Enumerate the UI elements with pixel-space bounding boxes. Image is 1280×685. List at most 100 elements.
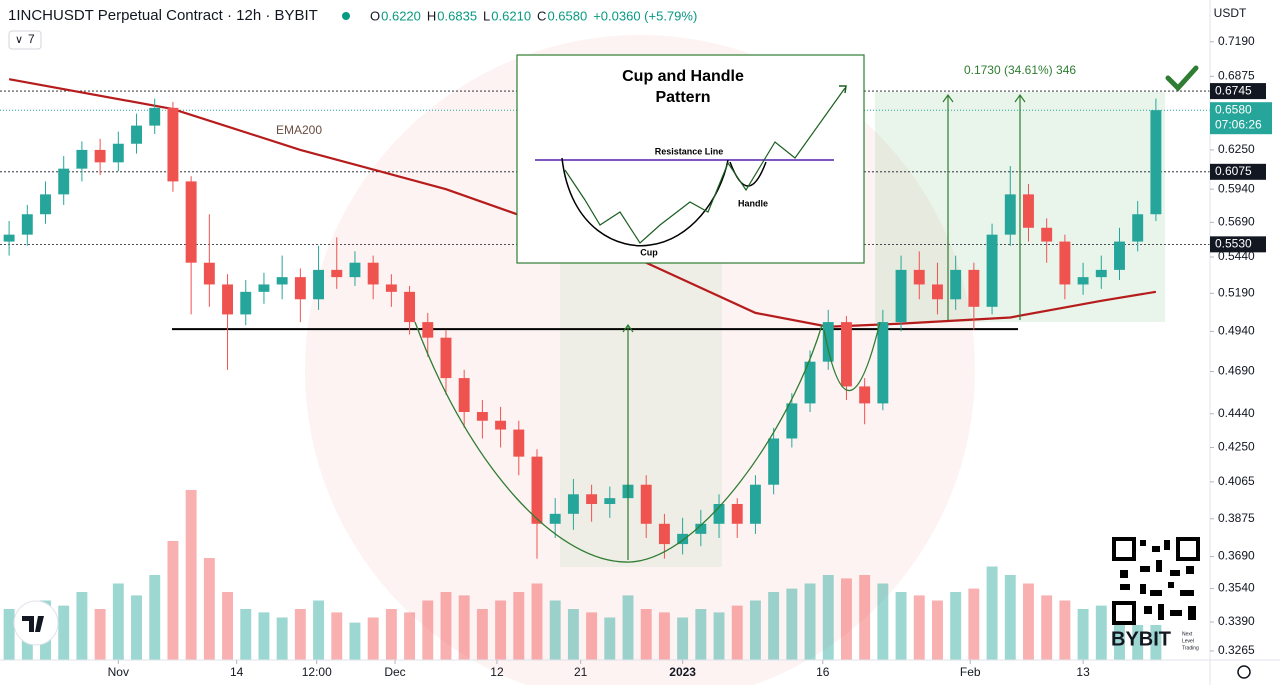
volume-bar bbox=[440, 592, 452, 660]
volume-bar bbox=[458, 595, 470, 660]
volume-bar bbox=[822, 575, 834, 660]
volume-bar bbox=[76, 592, 88, 660]
inset-arrowhead bbox=[839, 85, 847, 94]
inset-title: Pattern bbox=[655, 89, 710, 106]
candle-body bbox=[94, 149, 106, 163]
candle-body bbox=[21, 214, 33, 235]
volume-bar bbox=[895, 592, 907, 660]
candle-body bbox=[567, 494, 579, 514]
volume-bar bbox=[658, 612, 670, 660]
y-tick-label: 0.4690 bbox=[1218, 364, 1255, 378]
indicator-toggle[interactable] bbox=[8, 30, 42, 50]
volume-bar bbox=[276, 617, 288, 660]
volume-bar bbox=[1114, 592, 1125, 660]
volume-bar bbox=[167, 541, 179, 660]
volume-bar bbox=[622, 595, 634, 660]
candle-body bbox=[804, 361, 816, 404]
volume-bar bbox=[1041, 595, 1053, 660]
check-mark bbox=[1165, 65, 1199, 92]
y-tick-label: 0.3265 bbox=[1218, 643, 1255, 657]
arrow bbox=[942, 93, 954, 320]
volume-bar bbox=[476, 609, 488, 660]
volume-bar bbox=[94, 609, 106, 660]
candle-body bbox=[531, 456, 543, 524]
indicator-count: 7 bbox=[28, 32, 35, 46]
inset-title: Cup and Handle bbox=[622, 68, 744, 85]
volume-bar bbox=[149, 575, 161, 660]
volume-bar bbox=[749, 600, 761, 660]
volume-bar bbox=[222, 592, 233, 660]
candle-body bbox=[1150, 110, 1162, 215]
volume-bar bbox=[313, 600, 325, 660]
candle-body bbox=[731, 503, 743, 524]
volume-bar bbox=[422, 600, 434, 660]
candle-body bbox=[513, 429, 525, 457]
candle-body bbox=[40, 194, 51, 215]
currency-selector[interactable]: USDT bbox=[1214, 6, 1247, 20]
tv-logo bbox=[13, 600, 59, 646]
volume-bar bbox=[495, 600, 507, 660]
candle-body bbox=[131, 125, 142, 144]
candle-body bbox=[604, 498, 616, 504]
candle-body bbox=[404, 291, 416, 323]
status-dot bbox=[342, 12, 350, 20]
x-tick-label: Feb bbox=[960, 665, 981, 679]
ohlc-value: 0.6210 bbox=[491, 8, 531, 23]
level-badge-label: 0.6745 bbox=[1215, 83, 1252, 97]
change: +0.0360 (+5.79%) bbox=[593, 8, 697, 23]
ohlc: O 0.6220 H 0.6835 L 0.6210 C 0.6580 +0.0360 (+5.… bbox=[370, 8, 697, 23]
volume-bar bbox=[695, 609, 707, 660]
candle-body bbox=[950, 269, 962, 300]
volume-bar bbox=[404, 612, 416, 660]
x-tick-label: 16 bbox=[816, 665, 830, 679]
inset-label: Resistance Line bbox=[655, 146, 724, 156]
ohlc-value: 0.6835 bbox=[437, 8, 477, 23]
candle-body bbox=[112, 143, 124, 163]
candle-body bbox=[367, 262, 379, 285]
volume-bar bbox=[531, 583, 543, 660]
y-tick-label: 0.5690 bbox=[1218, 215, 1255, 229]
candle-body bbox=[1132, 214, 1144, 242]
header: 1INCHUSDT Perpetual Contract · 12h · BYB… bbox=[8, 7, 697, 50]
candle-body bbox=[586, 494, 598, 504]
y-tick-label: 0.4065 bbox=[1218, 474, 1255, 488]
y-tick-label: 0.6250 bbox=[1218, 142, 1255, 156]
y-tick-label: 0.6875 bbox=[1218, 69, 1255, 83]
y-tick-label: 0.5190 bbox=[1218, 285, 1255, 299]
volume-bar bbox=[586, 612, 598, 660]
volume-bar bbox=[731, 605, 743, 660]
candle-body bbox=[986, 234, 998, 307]
x-tick-label: 2023 bbox=[669, 665, 696, 679]
level-badge-label: 0.6075 bbox=[1215, 164, 1252, 178]
level-badge bbox=[1210, 236, 1266, 253]
candle-body bbox=[968, 269, 980, 307]
candle-body bbox=[167, 107, 179, 182]
y-tick-label: 0.5940 bbox=[1218, 181, 1255, 195]
volume-bar bbox=[604, 617, 616, 660]
candle-body bbox=[549, 513, 561, 524]
volume-bar bbox=[1077, 609, 1089, 660]
qr-finder bbox=[1112, 601, 1136, 625]
axes: 0.7190 0.6875 0.6250 0.5940 0.5690 0.5440 0.51… bbox=[108, 34, 1272, 679]
volume-bar bbox=[1023, 583, 1034, 660]
volume-bar bbox=[1095, 605, 1107, 660]
y-tick-label: 0.4250 bbox=[1218, 440, 1255, 454]
ohlc-value: 0.6220 bbox=[381, 8, 421, 23]
settings-gear[interactable] bbox=[1237, 665, 1251, 679]
measure-label: 0.1730 (34.61%) 346 bbox=[964, 63, 1076, 77]
volume-bar bbox=[3, 609, 15, 660]
last-price-label: 0.6580 bbox=[1215, 102, 1252, 116]
volume-bar bbox=[1059, 600, 1071, 660]
ohlc-name: C bbox=[537, 8, 546, 23]
volume-bar bbox=[640, 609, 652, 660]
x-tick-label: 12:00 bbox=[302, 665, 332, 679]
volume-bar bbox=[913, 595, 925, 660]
ema-line bbox=[8, 78, 1157, 328]
y-tick-label: 0.3390 bbox=[1218, 614, 1255, 628]
arrow bbox=[622, 323, 634, 560]
candle-body bbox=[1077, 277, 1089, 285]
candle-body bbox=[476, 412, 488, 421]
candle-body bbox=[1023, 194, 1034, 228]
volume-bar bbox=[840, 578, 852, 660]
